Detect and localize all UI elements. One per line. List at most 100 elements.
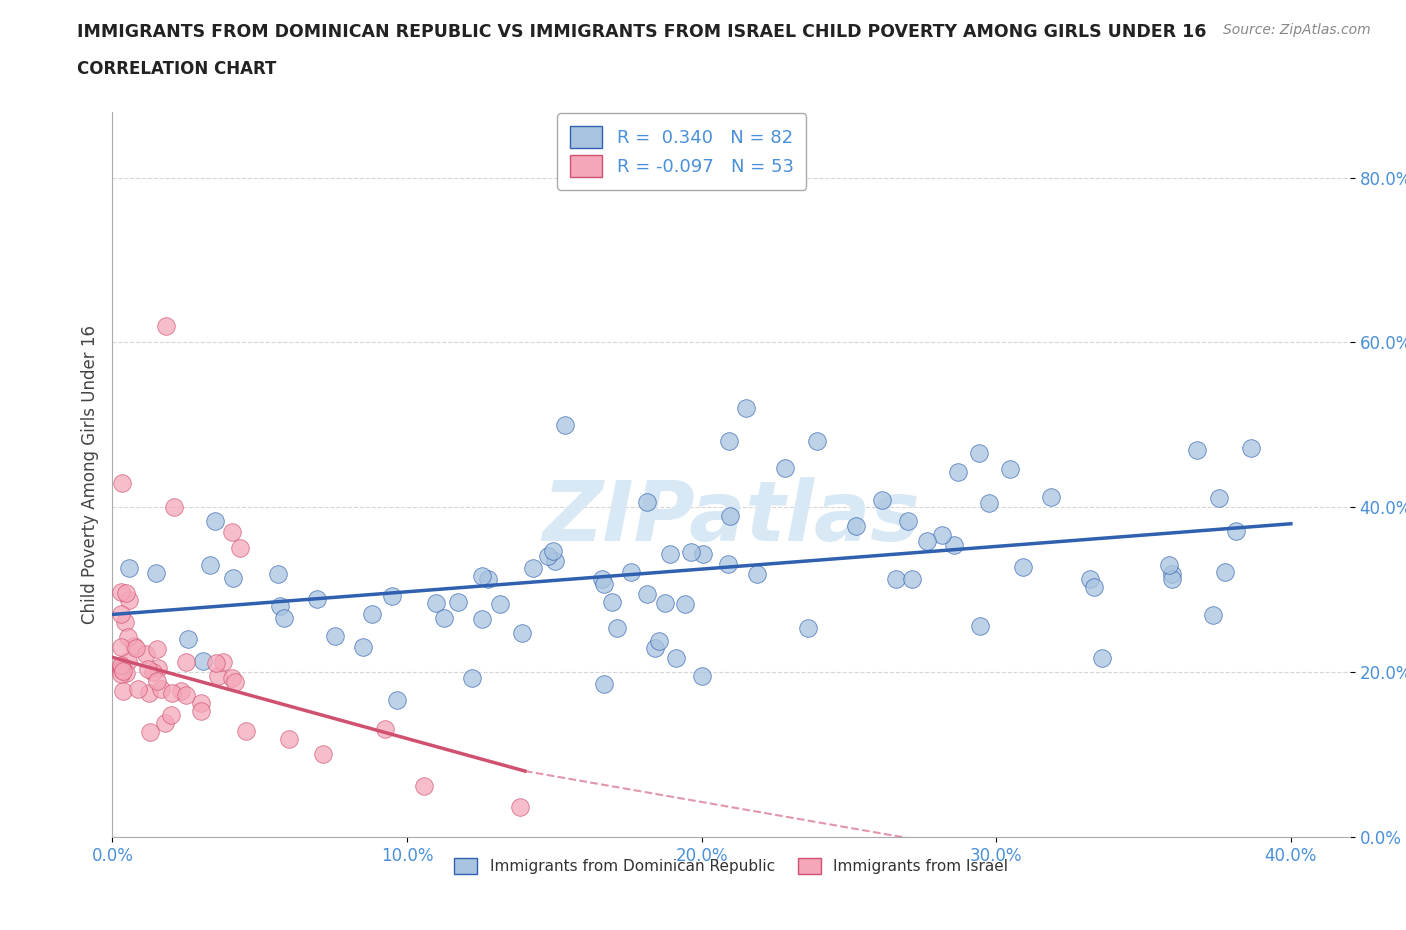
Point bbox=[110, 658, 132, 673]
Point bbox=[1208, 490, 1230, 505]
Point bbox=[509, 799, 531, 814]
Point bbox=[110, 662, 132, 677]
Point bbox=[114, 615, 136, 630]
Point bbox=[654, 595, 676, 610]
Point bbox=[541, 543, 564, 558]
Point bbox=[312, 747, 335, 762]
Point bbox=[278, 731, 301, 746]
Point bbox=[884, 572, 907, 587]
Point bbox=[620, 565, 643, 579]
Text: IMMIGRANTS FROM DOMINICAN REPUBLIC VS IMMIGRANTS FROM ISRAEL CHILD POVERTY AMONG: IMMIGRANTS FROM DOMINICAN REPUBLIC VS IM… bbox=[77, 23, 1206, 41]
Point bbox=[806, 434, 828, 449]
Point bbox=[690, 669, 713, 684]
Point bbox=[591, 572, 613, 587]
Point bbox=[221, 525, 243, 539]
Point bbox=[1012, 560, 1035, 575]
Point bbox=[235, 724, 257, 738]
Point bbox=[118, 592, 141, 607]
Point bbox=[425, 595, 447, 610]
Point bbox=[174, 687, 197, 702]
Point bbox=[717, 433, 740, 448]
Point bbox=[110, 606, 132, 621]
Point bbox=[127, 682, 149, 697]
Text: Source: ZipAtlas.com: Source: ZipAtlas.com bbox=[1223, 23, 1371, 37]
Point bbox=[718, 508, 741, 523]
Point bbox=[190, 703, 212, 718]
Point bbox=[471, 569, 494, 584]
Point bbox=[897, 513, 920, 528]
Point bbox=[111, 475, 134, 490]
Point bbox=[1213, 565, 1236, 579]
Point bbox=[1240, 441, 1263, 456]
Point bbox=[122, 638, 145, 653]
Point bbox=[637, 586, 659, 601]
Point bbox=[160, 685, 183, 700]
Point bbox=[115, 585, 138, 600]
Point bbox=[602, 594, 624, 609]
Point bbox=[145, 673, 167, 688]
Point bbox=[544, 553, 567, 568]
Point bbox=[644, 640, 666, 655]
Point bbox=[191, 654, 214, 669]
Point bbox=[150, 682, 173, 697]
Point bbox=[606, 620, 628, 635]
Point bbox=[592, 577, 614, 591]
Point bbox=[433, 610, 456, 625]
Point bbox=[145, 565, 167, 580]
Point bbox=[969, 618, 991, 633]
Point bbox=[979, 496, 1001, 511]
Point bbox=[554, 418, 576, 432]
Point bbox=[387, 693, 409, 708]
Point bbox=[471, 612, 494, 627]
Point bbox=[381, 588, 404, 603]
Point bbox=[522, 560, 544, 575]
Point bbox=[117, 630, 139, 644]
Point bbox=[901, 572, 924, 587]
Point bbox=[118, 561, 141, 576]
Point bbox=[160, 707, 183, 722]
Point bbox=[1161, 567, 1184, 582]
Point bbox=[228, 541, 250, 556]
Point bbox=[747, 566, 769, 581]
Y-axis label: Child Poverty Among Girls Under 16: Child Poverty Among Girls Under 16 bbox=[80, 325, 98, 624]
Point bbox=[735, 401, 758, 416]
Point bbox=[110, 639, 132, 654]
Point bbox=[915, 534, 938, 549]
Point bbox=[269, 599, 291, 614]
Point bbox=[190, 696, 212, 711]
Point bbox=[797, 620, 820, 635]
Point bbox=[658, 547, 681, 562]
Point bbox=[170, 684, 193, 698]
Point bbox=[1225, 524, 1247, 538]
Point bbox=[117, 654, 139, 669]
Point bbox=[115, 666, 138, 681]
Point bbox=[447, 594, 470, 609]
Point bbox=[773, 461, 796, 476]
Point bbox=[1083, 579, 1105, 594]
Point bbox=[145, 642, 167, 657]
Point bbox=[177, 631, 200, 646]
Point bbox=[138, 685, 160, 700]
Point bbox=[477, 572, 499, 587]
Point bbox=[211, 655, 233, 670]
Point bbox=[361, 606, 384, 621]
Point bbox=[224, 674, 246, 689]
Point bbox=[110, 658, 132, 673]
Point bbox=[942, 538, 965, 552]
Point bbox=[1039, 490, 1062, 505]
Point bbox=[967, 445, 990, 460]
Point bbox=[110, 585, 132, 600]
Point bbox=[1157, 558, 1180, 573]
Point bbox=[1202, 607, 1225, 622]
Point bbox=[692, 547, 714, 562]
Text: CORRELATION CHART: CORRELATION CHART bbox=[77, 60, 277, 78]
Point bbox=[273, 611, 295, 626]
Point bbox=[135, 646, 157, 661]
Point bbox=[204, 513, 226, 528]
Point bbox=[124, 641, 146, 656]
Point bbox=[717, 556, 740, 571]
Point bbox=[323, 629, 346, 644]
Point bbox=[221, 671, 243, 685]
Point bbox=[111, 684, 134, 699]
Point bbox=[845, 518, 868, 533]
